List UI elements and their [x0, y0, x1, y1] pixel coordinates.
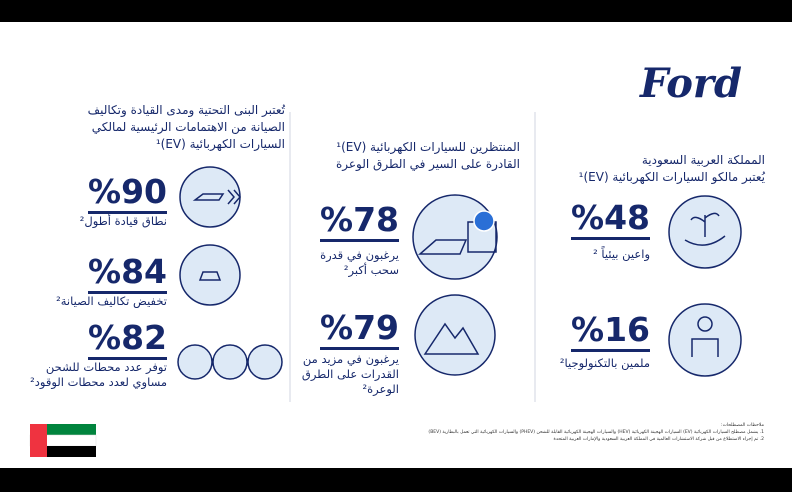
icon-tow	[412, 194, 498, 280]
label-line: سحب أكبر²	[343, 263, 399, 277]
logo: Ford	[640, 60, 742, 107]
stat-label: واعين بيئياً ²	[593, 247, 650, 262]
stat-label: توفر عدد محطات للشحن مساوي لعدد محطات ال…	[30, 360, 167, 390]
icon-details	[192, 189, 726, 357]
stat-value: %79	[320, 310, 399, 350]
stat-value: %82	[88, 320, 167, 360]
title-line: تُعتبر البنى التحتية ومدى القيادة وتكالي…	[87, 103, 285, 117]
decorations	[29, 112, 742, 457]
title-line: الصيانة من الاهتمامات الرئيسية لمالكي	[91, 120, 285, 134]
label-line: يرغبون في قدرة	[320, 248, 399, 262]
stat-label: ملمين بالتكنولوجيا²	[560, 356, 650, 371]
label-line: مساوي لعدد محطات الوقود²	[30, 375, 167, 389]
footnote: ملاحظات المصطلحات:	[721, 423, 764, 428]
icon-station	[247, 344, 283, 380]
stat-value: %48	[571, 200, 650, 240]
title-line: المنتظرين للسيارات الكهربائية (EV)¹	[336, 140, 520, 154]
column-title: المنتظرين للسيارات الكهربائية (EV)¹ القا…	[336, 139, 520, 173]
label-line: يرغبون في مزيد من	[302, 352, 399, 366]
icon-range	[179, 166, 241, 228]
icon-gear	[179, 244, 241, 306]
label-line: نطاق قيادة أطول²	[79, 214, 167, 228]
column-title: المملكة العربية السعودية يُعتبر مالكو ال…	[579, 152, 765, 186]
icon-tech	[668, 303, 742, 377]
label-line: القدرات على الطرق	[301, 367, 399, 381]
label-line: الوعرة²	[362, 382, 400, 396]
stat-value: %90	[88, 174, 167, 214]
title-line: يُعتبر مالكو السيارات الكهربائية (EV)¹	[578, 170, 765, 184]
column-title: تُعتبر البنى التحتية ومدى القيادة وتكالي…	[88, 102, 285, 153]
icons	[177, 166, 742, 380]
stat-label: يرغبون في مزيد من القدرات على الطرق الوع…	[302, 352, 399, 397]
uae-flag	[29, 424, 97, 457]
title-line: المملكة العربية السعودية	[641, 153, 765, 167]
stat-label: نطاق قيادة أطول²	[80, 214, 167, 229]
label-line: واعين بيئياً ²	[593, 247, 650, 261]
footnotes: ملاحظات المصطلحات: 1. يشمل مصطلح السيارا…	[428, 422, 764, 443]
title-line: السيارات الكهربائية (EV)¹	[155, 137, 285, 151]
stat-label: يرغبون في قدرة سحب أكبر²	[320, 248, 399, 278]
icon-station	[212, 344, 248, 380]
icon-station	[177, 344, 213, 380]
stat-value: %84	[88, 254, 167, 294]
footnote: 2. تم إجراء الاستطلاع من قبل شركة الاستش…	[553, 437, 764, 442]
stat-value: %78	[320, 202, 399, 242]
stat-value: %16	[571, 312, 650, 352]
label-line: ملمين بالتكنولوجيا²	[559, 356, 650, 370]
footnote: 1. يشمل مصطلح السيارات الكهربائية (EV) ا…	[428, 430, 764, 435]
label-line: توفر عدد محطات للشحن	[45, 360, 167, 374]
label-line: تخفيض تكاليف الصيانة²	[56, 294, 167, 308]
icon-mountain	[414, 294, 496, 376]
title-line: القادرة على السير في الطرق الوعرة	[335, 157, 520, 171]
stat-label: تخفيض تكاليف الصيانة²	[56, 294, 167, 309]
infographic: Ford المملكة العربية السعودية يُعتبر مال…	[0, 22, 792, 468]
